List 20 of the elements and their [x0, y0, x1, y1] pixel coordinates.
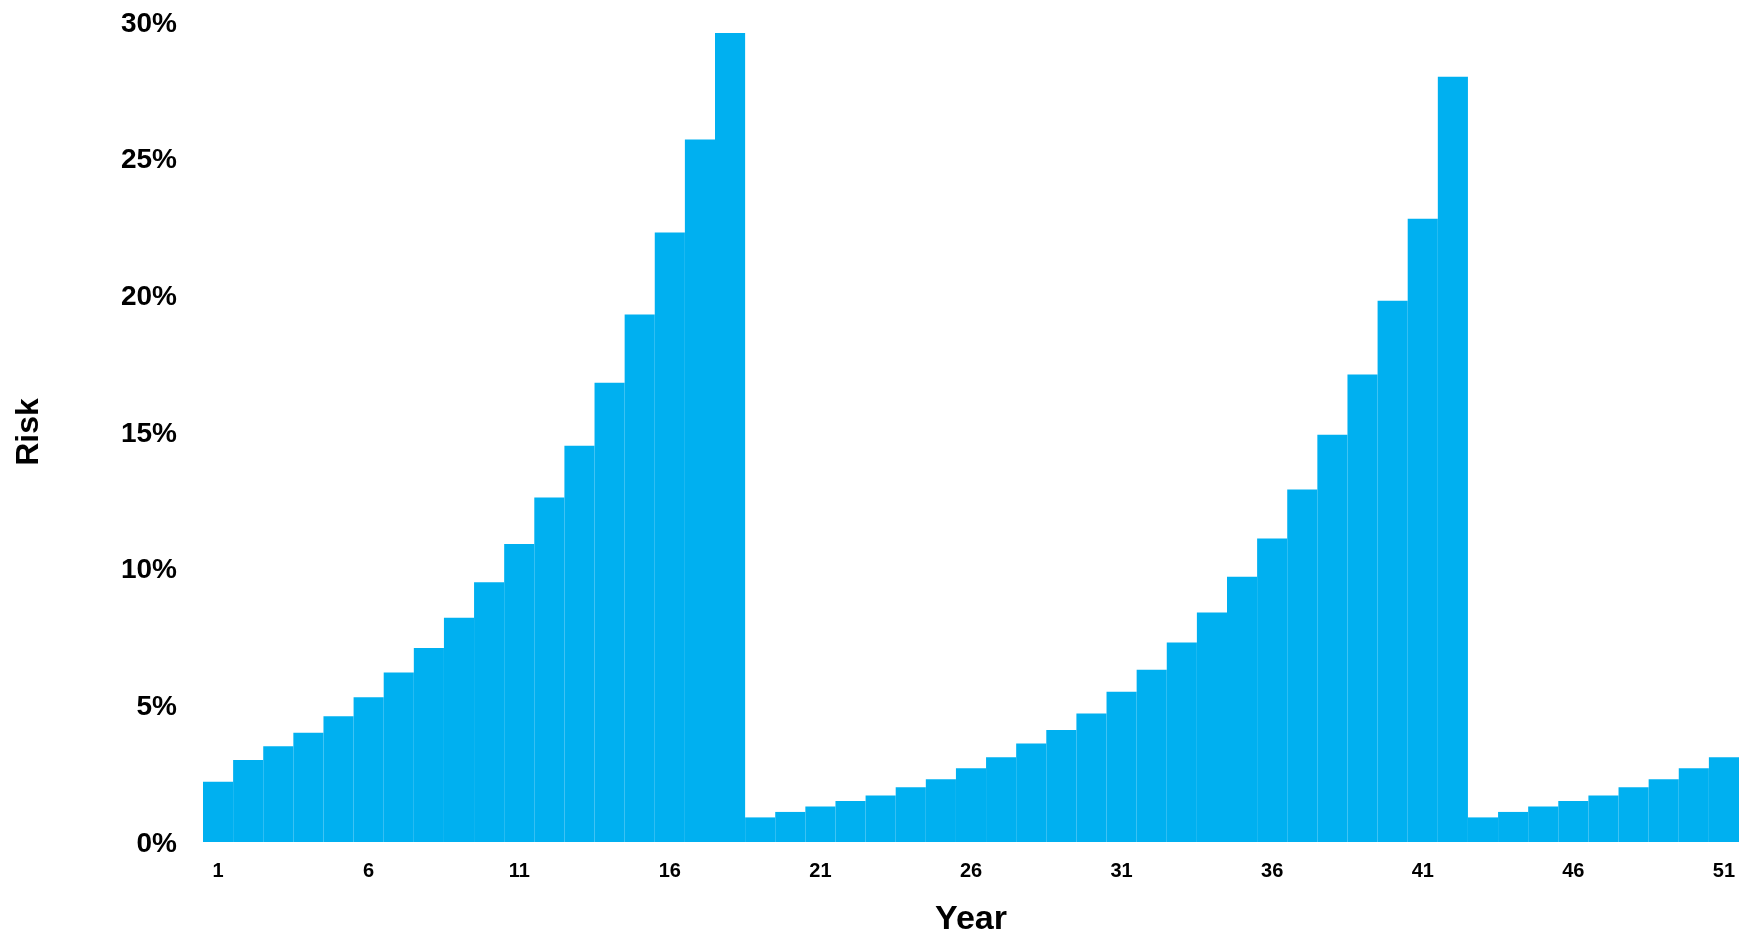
y-tick-label: 20% [120, 279, 178, 311]
x-axis-title: Year [935, 898, 1007, 936]
y-tick-label: 15% [120, 416, 178, 448]
y-tick-label: 0% [136, 826, 178, 858]
x-tick-label: 26 [959, 859, 983, 881]
y-tick-label: 10% [120, 553, 178, 585]
y-tick-label: 30% [120, 6, 178, 38]
x-tick-label: 41 [1411, 859, 1434, 881]
y-tick-label: 5% [136, 689, 178, 721]
x-tick-label: 6 [363, 859, 375, 881]
x-tick-label: 1 [212, 859, 224, 881]
x-tick-label: 36 [1261, 859, 1284, 881]
x-tick-label: 46 [1562, 859, 1585, 881]
y-tick-label: 25% [120, 143, 178, 175]
y-axis-title: Risk [9, 398, 45, 466]
x-tick-label: 11 [508, 859, 530, 881]
x-tick-label: 16 [658, 859, 681, 881]
x-tick-label: 31 [1110, 859, 1133, 881]
x-tick-label: 21 [809, 859, 832, 881]
x-tick-label: 51 [1712, 859, 1736, 881]
